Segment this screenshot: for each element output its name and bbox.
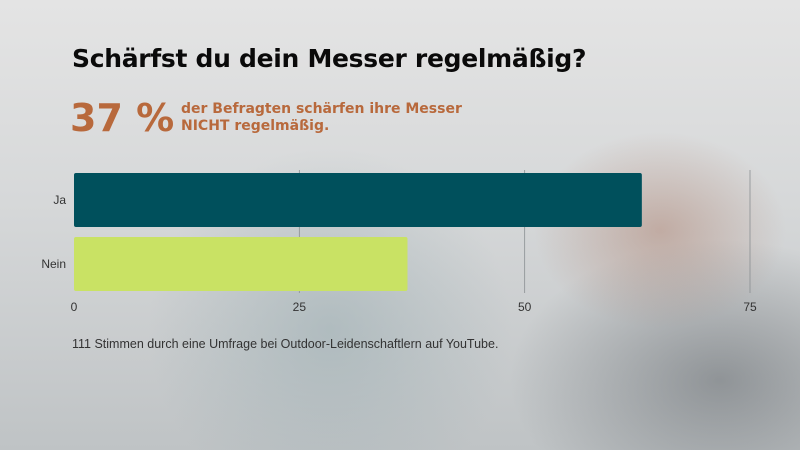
category-label: Nein	[41, 257, 66, 271]
bar-ja	[74, 173, 642, 227]
x-tick-label: 50	[518, 300, 532, 314]
category-label: Ja	[53, 193, 66, 207]
footnote: 111 Stimmen durch eine Umfrage bei Outdo…	[72, 337, 499, 351]
page-title: Schärfst du dein Messer regelmäßig?	[72, 44, 587, 73]
x-tick-label: 25	[293, 300, 307, 314]
x-tick-label: 0	[71, 300, 78, 314]
highlight-percent: 37 %	[70, 96, 175, 140]
bar-nein	[74, 237, 408, 291]
highlight-text: der Befragten schärfen ihre Messer NICHT…	[181, 101, 462, 135]
highlight-line-1: der Befragten schärfen ihre Messer	[181, 101, 462, 117]
x-tick-label: 75	[743, 300, 757, 314]
highlight-line-2: NICHT regelmäßig.	[181, 118, 330, 134]
